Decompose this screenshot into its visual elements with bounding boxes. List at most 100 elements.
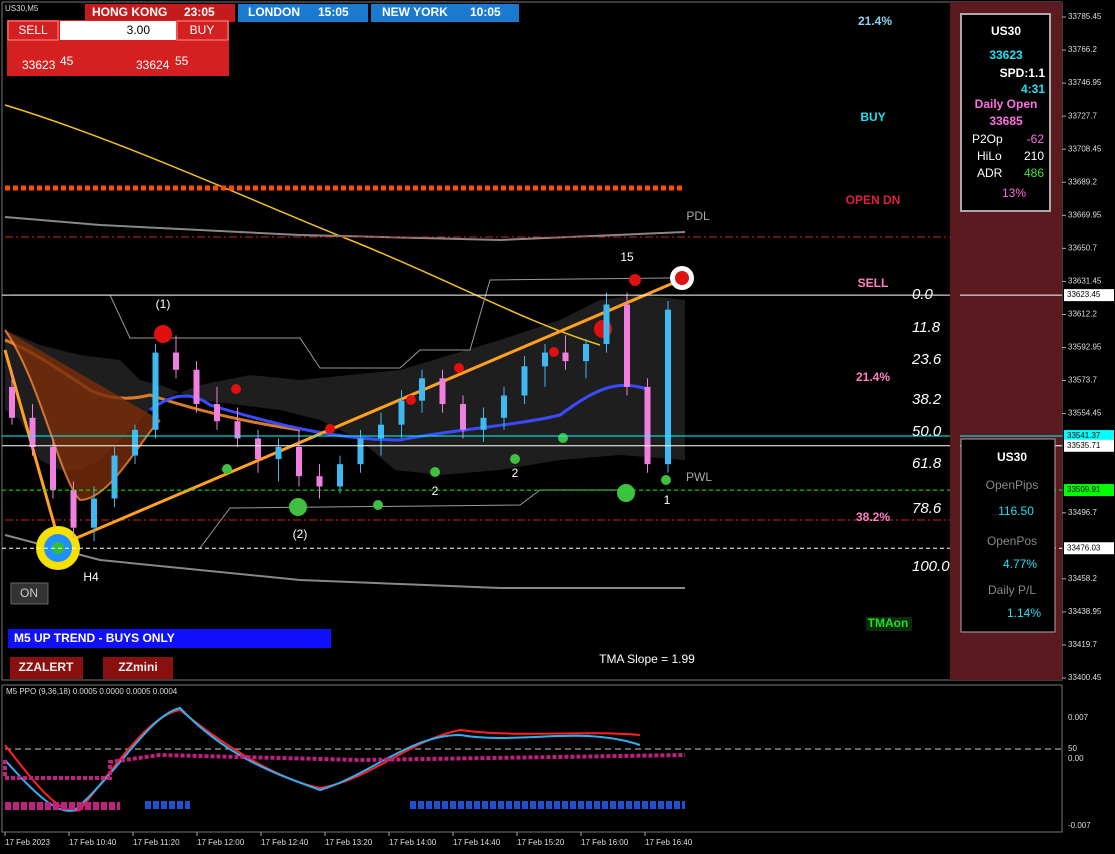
candle-body	[296, 446, 302, 477]
buy-button[interactable]	[176, 20, 229, 41]
zzmini-label[interactable]: ZZmini	[118, 660, 157, 674]
info-hilo-label: HiLo	[977, 149, 1002, 163]
session-box	[371, 4, 519, 22]
candle-body	[234, 421, 241, 439]
wave-label: H4	[83, 570, 99, 584]
tma-on: TMAon	[868, 616, 909, 630]
candle-body	[378, 424, 384, 439]
bid-pips: 45	[60, 54, 74, 68]
y-tick-label: 33727.7	[1068, 111, 1097, 120]
lots-value[interactable]: 3.00	[127, 23, 151, 37]
info-adr-label: ADR	[977, 166, 1003, 180]
x-tick-label: 17 Feb 12:00	[197, 838, 245, 847]
candle-body	[9, 386, 15, 418]
zzalert-label[interactable]: ZZALERT	[19, 660, 74, 674]
info-p2op-label: P2Op	[972, 132, 1003, 146]
candle-body	[214, 404, 220, 422]
y-tick-label: 33458.2	[1068, 574, 1097, 583]
level-box	[1064, 439, 1114, 452]
y-tick-label: 33573.7	[1068, 376, 1097, 385]
info-daily-open: 33685	[989, 114, 1023, 128]
candle-body	[501, 395, 507, 418]
buy-button-label[interactable]: BUY	[190, 23, 215, 37]
y-tick-label: 33438.95	[1068, 607, 1102, 616]
fib-clip	[950, 280, 960, 580]
candle-body	[91, 498, 97, 528]
tma-box	[866, 617, 912, 631]
session-box	[85, 4, 235, 22]
sell-button-label[interactable]: SELL	[18, 23, 48, 37]
y-tick-label: 33496.7	[1068, 508, 1097, 517]
ppo-axis: 0.00	[1068, 754, 1084, 763]
level-label: 33476.03	[1067, 543, 1101, 552]
fib-label: 11.8	[912, 319, 941, 336]
on-label[interactable]: ON	[20, 586, 38, 600]
info-timer: 4:31	[1021, 82, 1045, 96]
candle-body	[583, 343, 589, 362]
x-tick-label: 17 Feb 11:20	[133, 838, 180, 847]
x-tick-label: 17 Feb 13:20	[325, 838, 373, 847]
x-tick-label: 17 Feb 12:40	[261, 838, 309, 847]
info-symbol: US30	[991, 24, 1021, 38]
y-tick-label: 33592.95	[1068, 343, 1102, 352]
symbol-label: US30,M5	[5, 4, 39, 13]
candle-body	[665, 309, 671, 465]
y-tick-label: 33554.45	[1068, 409, 1102, 418]
ppo-main	[4, 706, 641, 812]
session-time: 23:05	[184, 5, 215, 19]
ppo-axis: -0.007	[1068, 821, 1091, 830]
ppo-axis: 0.007	[1068, 713, 1089, 722]
ppo-pane	[1, 684, 1063, 833]
wave-label: 15	[620, 250, 634, 264]
candle-body	[624, 304, 630, 387]
x-tick-label: 17 Feb 15:20	[517, 838, 565, 847]
zzmini-button[interactable]	[103, 657, 173, 679]
level-box	[1064, 484, 1114, 497]
level-box	[1064, 289, 1114, 302]
info-panel	[960, 13, 1051, 212]
candle-body	[398, 400, 405, 425]
candle-body	[50, 446, 56, 490]
y-tick-label: 33400.45	[1068, 673, 1102, 682]
session-time: 10:05	[470, 5, 501, 19]
wave-label: (2)	[293, 527, 308, 541]
fib-label: 23.6	[911, 351, 942, 368]
candle-body	[542, 352, 548, 367]
y-tick-label: 33612.2	[1068, 310, 1097, 319]
candle-body	[152, 352, 159, 430]
fib-label: 100.0	[912, 558, 950, 575]
pct-label: 21.4%	[856, 370, 890, 384]
signal-dot	[675, 271, 689, 285]
y-tick-label: 33650.7	[1068, 243, 1097, 252]
green-dots	[222, 433, 671, 516]
open-dn-label: OPEN DN	[846, 193, 901, 207]
x-tick-label: 17 Feb 2023	[5, 838, 50, 847]
buy-label: BUY	[860, 110, 885, 124]
sell-button[interactable]	[7, 20, 59, 41]
y-tick-label: 33708.45	[1068, 144, 1102, 153]
x-tick-label: 17 Feb 10:40	[69, 838, 117, 847]
y-tick-label: 33766.2	[1068, 45, 1097, 54]
lots-input[interactable]	[60, 21, 176, 40]
on-button[interactable]	[10, 582, 49, 605]
info-p2op: -62	[1027, 132, 1045, 146]
candle-body	[357, 438, 364, 465]
zzalert-button[interactable]	[10, 657, 83, 679]
ask-pips: 55	[175, 54, 189, 68]
session-time: 15:05	[318, 5, 349, 19]
candle-body	[29, 417, 36, 447]
candle-body	[521, 366, 528, 396]
candle-body	[173, 352, 179, 370]
pl-symbol: US30	[997, 450, 1027, 464]
ppo-axis: 50	[1068, 744, 1077, 753]
fib-label: 61.8	[912, 455, 942, 472]
y-tick-label: 33669.95	[1068, 210, 1102, 219]
session-name: NEW YORK	[382, 5, 448, 19]
tma-slope: TMA Slope = 1.99	[599, 652, 695, 666]
level-label: 33623.45	[1067, 290, 1101, 299]
candle-body	[419, 378, 425, 401]
session-name: HONG KONG	[92, 5, 167, 19]
candle-body	[111, 455, 118, 499]
ppo-label: M5 PPO (9,36,18) 0.0005 0.0000 0.0005 0.…	[6, 687, 178, 696]
